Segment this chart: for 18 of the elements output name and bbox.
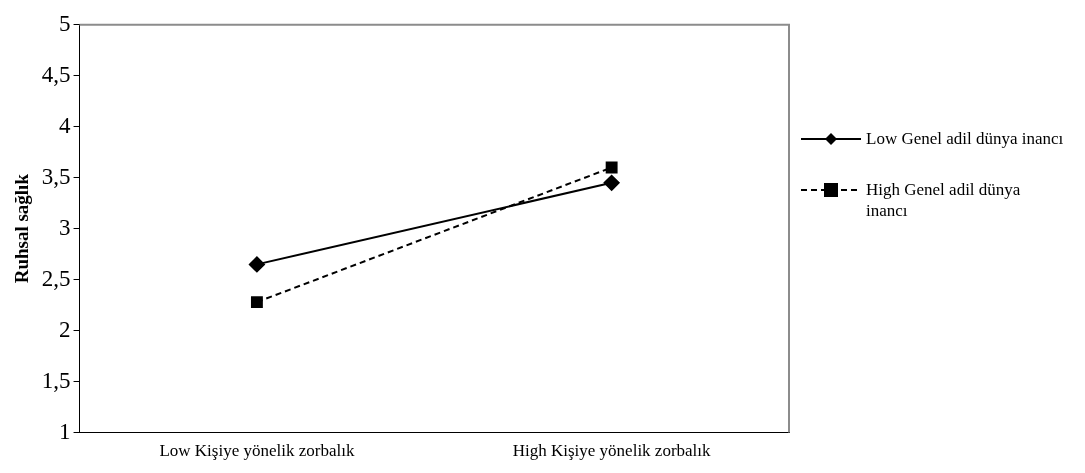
y-tick-label: 4 [59, 112, 72, 138]
point [603, 174, 620, 191]
y-tick-label: 4,5 [41, 61, 71, 87]
y-axis-title: Ruhsal sağlık [11, 173, 33, 284]
y-tick-label: 3,5 [41, 163, 71, 189]
legend-label: High Genel adil dünya inancı [866, 179, 1022, 221]
point [248, 256, 265, 273]
point [250, 296, 263, 309]
y-tick-label: 2,5 [41, 265, 71, 291]
x-tick-label: Low Kişiye yönelik zorbalık [159, 441, 355, 461]
y-tick-label: 3 [59, 214, 71, 240]
y-tick-label: 1 [59, 418, 71, 444]
point [605, 161, 618, 174]
y-tick-label: 5 [59, 10, 71, 36]
legend-label: Low Genel adil dünya inancı [866, 128, 1065, 149]
x-tick-label: High Kişiye yönelik zorbalık [512, 441, 712, 461]
y-tick-label: 2 [59, 316, 71, 342]
y-tick-label: 1,5 [41, 367, 71, 393]
